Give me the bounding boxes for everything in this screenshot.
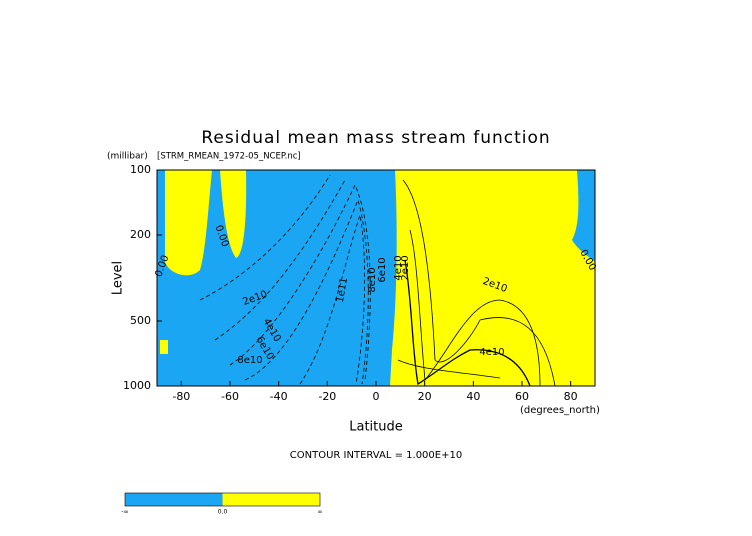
colorbar-label: -∞: [121, 509, 128, 516]
fills: [157, 170, 595, 386]
contours: [199, 174, 556, 387]
x-tick-label: 20: [418, 390, 432, 403]
y-axis-label: Level: [111, 261, 126, 295]
y-tick-label: 100: [130, 163, 151, 176]
x-unit: (degrees_north): [520, 405, 600, 416]
y-unit: (millibar): [107, 152, 148, 162]
x-tick-label: -80: [172, 390, 190, 403]
x-tick-label: 0: [373, 390, 380, 403]
negative-region: [572, 170, 595, 262]
contour-line: [409, 229, 541, 387]
contour-label: 6e10: [377, 257, 388, 282]
y-tick-label: 200: [130, 228, 151, 241]
colorbar-negative: [125, 493, 223, 506]
contour-line: [402, 179, 556, 387]
contour-line: [397, 359, 501, 379]
contour-line: [214, 179, 346, 341]
x-axis-label: Latitude: [349, 420, 403, 435]
axes: -80 -60 -40 -20 0 20 40 60 80 100 200 500 1000: [123, 163, 596, 403]
contour-line: [244, 198, 369, 385]
x-tick-label: 60: [515, 390, 529, 403]
subtitle: [STRM_RMEAN_1972-05_NCEP.nc]: [157, 152, 301, 162]
chart-title: Residual mean mass stream function: [201, 128, 550, 148]
x-tick-label: -20: [318, 390, 336, 403]
positive-region: [160, 340, 168, 354]
contour-line: [199, 174, 331, 301]
y-tick-label: 500: [130, 314, 151, 327]
y-tick-label: 1000: [123, 379, 151, 392]
x-tick-label: -40: [270, 390, 288, 403]
x-tick-label: 40: [466, 390, 480, 403]
contour-label: 1e11: [335, 277, 350, 304]
colorbar-positive: [222, 493, 320, 506]
contour-label: 4e10: [393, 255, 404, 280]
contour-label: 4e10: [479, 347, 504, 358]
x-tick-label: 80: [564, 390, 578, 403]
contour-label: 2e10: [400, 255, 411, 280]
colorbar-frame: [124, 492, 321, 507]
contour-line: [299, 214, 366, 385]
x-tick-label: -60: [221, 390, 239, 403]
contour-label: 8e10: [237, 355, 262, 366]
colorbar-label: 0.0: [218, 509, 228, 516]
note: CONTOUR INTERVAL = 1.000E+10: [290, 450, 462, 461]
contour-label: 8e10: [367, 267, 378, 292]
negative-region: [157, 170, 397, 386]
colorbar: -∞ 0.0 ∞: [121, 492, 323, 516]
colorbar-label: ∞: [318, 509, 323, 516]
